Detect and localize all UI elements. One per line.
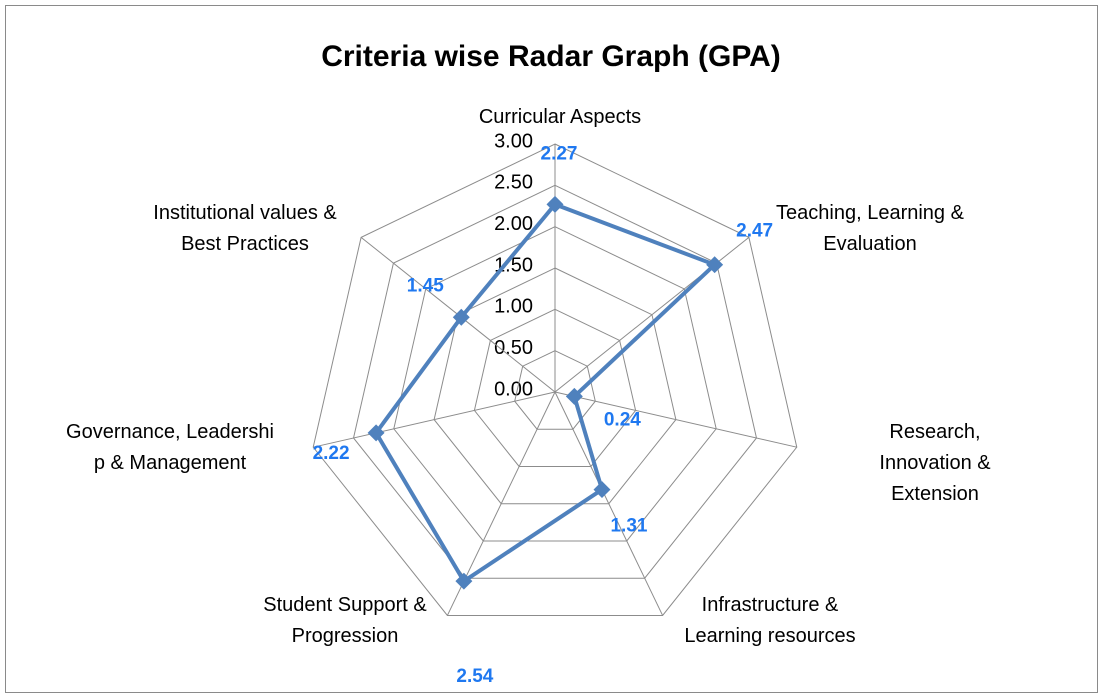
chart-title: Criteria wise Radar Graph (GPA) (321, 40, 781, 73)
y-tick-label: 1.50 (494, 254, 533, 276)
grid-ring (514, 350, 596, 430)
y-tick-label: 0.50 (494, 337, 533, 359)
value-label: 2.54 (456, 666, 493, 687)
spoke (554, 391, 797, 448)
marker (367, 424, 385, 442)
marker (565, 387, 583, 405)
value-label: 1.31 (610, 516, 647, 537)
value-label: 2.27 (541, 143, 578, 164)
marker (455, 572, 473, 590)
category-label: Governance, Leadershi p & Management (66, 421, 274, 474)
marker (706, 256, 724, 274)
grid-ring (433, 267, 677, 505)
category-label: Curricular Aspects (478, 106, 642, 128)
spoke (313, 391, 556, 448)
y-tick-label: 1.00 (494, 296, 533, 318)
category-label: Infrastructure & Learning resources (684, 594, 856, 647)
value-label: 1.45 (407, 275, 444, 296)
marker (546, 195, 564, 213)
y-tick-label: 2.50 (494, 172, 533, 194)
series-line (374, 202, 717, 584)
grid-ring (393, 226, 717, 542)
marker (593, 481, 611, 499)
y-tick-label: 2.00 (494, 213, 533, 235)
marker (452, 308, 470, 326)
category-label: Institutional values & Best Practices (153, 202, 337, 255)
grid-ring (312, 143, 798, 616)
category-label: Student Support & Progression (263, 594, 427, 647)
y-tick-label: 0.00 (494, 378, 533, 400)
value-label: 0.24 (604, 409, 641, 430)
category-label: Research, Innovation & Extension (879, 421, 991, 505)
category-label: Teaching, Learning & Evaluation (776, 202, 964, 255)
value-label: 2.22 (313, 443, 350, 464)
y-tick-label: 3.00 (494, 130, 533, 152)
value-label: 2.47 (736, 221, 773, 242)
grid-ring (352, 184, 758, 579)
spoke (554, 391, 664, 616)
